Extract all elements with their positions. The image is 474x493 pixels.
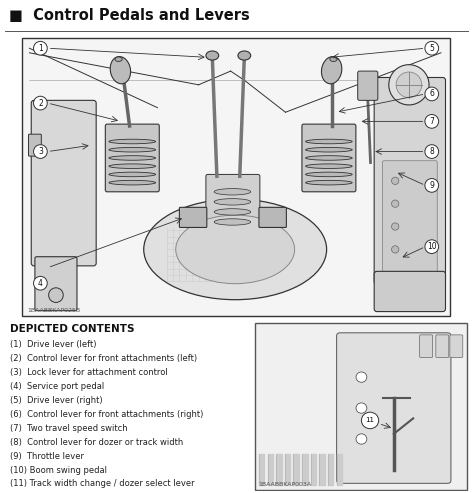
Text: 6: 6	[429, 89, 434, 99]
Circle shape	[392, 246, 399, 253]
Text: 3: 3	[38, 147, 43, 156]
FancyBboxPatch shape	[31, 101, 96, 266]
Circle shape	[34, 145, 47, 158]
Ellipse shape	[109, 164, 155, 169]
Text: DEPICTED CONTENTS: DEPICTED CONTENTS	[9, 324, 134, 334]
FancyBboxPatch shape	[206, 175, 260, 228]
FancyBboxPatch shape	[255, 322, 467, 490]
Ellipse shape	[214, 209, 251, 215]
FancyBboxPatch shape	[358, 71, 378, 101]
Text: (1)  Drive lever (left): (1) Drive lever (left)	[9, 340, 96, 349]
Circle shape	[34, 277, 47, 290]
Ellipse shape	[306, 164, 352, 169]
Ellipse shape	[306, 180, 352, 185]
Circle shape	[34, 41, 47, 55]
Ellipse shape	[109, 156, 155, 160]
Circle shape	[425, 114, 438, 128]
Circle shape	[425, 87, 438, 101]
Text: (10) Boom swing pedal: (10) Boom swing pedal	[9, 465, 107, 475]
Circle shape	[392, 200, 399, 208]
Ellipse shape	[109, 180, 155, 185]
Text: 2: 2	[38, 99, 43, 107]
Text: 10: 10	[427, 242, 437, 251]
Text: (6)  Control lever for front attachments (right): (6) Control lever for front attachments …	[9, 410, 203, 419]
FancyBboxPatch shape	[374, 271, 446, 312]
Text: (9)  Throttle lever: (9) Throttle lever	[9, 452, 84, 460]
Circle shape	[356, 403, 367, 413]
Text: (4)  Service port pedal: (4) Service port pedal	[9, 382, 104, 391]
Ellipse shape	[110, 57, 131, 84]
Text: 4: 4	[38, 279, 43, 288]
Ellipse shape	[238, 51, 251, 60]
Ellipse shape	[115, 57, 122, 62]
Ellipse shape	[109, 147, 155, 152]
FancyBboxPatch shape	[374, 77, 446, 284]
FancyBboxPatch shape	[302, 124, 356, 192]
Text: 5: 5	[429, 44, 434, 53]
FancyBboxPatch shape	[450, 335, 463, 357]
Text: (8)  Control lever for dozer or track width: (8) Control lever for dozer or track wid…	[9, 438, 183, 447]
FancyBboxPatch shape	[419, 335, 433, 357]
Ellipse shape	[144, 199, 327, 300]
FancyBboxPatch shape	[259, 208, 286, 227]
Ellipse shape	[306, 156, 352, 160]
Circle shape	[425, 178, 438, 192]
Ellipse shape	[109, 172, 155, 176]
Circle shape	[396, 72, 422, 98]
FancyBboxPatch shape	[105, 124, 159, 192]
Circle shape	[425, 41, 438, 55]
Circle shape	[425, 145, 438, 158]
Ellipse shape	[306, 172, 352, 176]
Text: 8: 8	[429, 147, 434, 156]
Ellipse shape	[214, 219, 251, 225]
Circle shape	[392, 177, 399, 184]
Ellipse shape	[330, 57, 337, 62]
Circle shape	[34, 96, 47, 110]
FancyBboxPatch shape	[35, 257, 77, 311]
Text: (3)  Lock lever for attachment control: (3) Lock lever for attachment control	[9, 368, 167, 377]
Ellipse shape	[306, 139, 352, 144]
Text: ■  Control Pedals and Levers: ■ Control Pedals and Levers	[9, 8, 250, 23]
FancyBboxPatch shape	[337, 333, 451, 483]
FancyBboxPatch shape	[28, 134, 41, 156]
Text: 11: 11	[365, 418, 374, 423]
FancyBboxPatch shape	[179, 208, 207, 227]
Circle shape	[356, 434, 367, 444]
Circle shape	[425, 240, 438, 253]
Text: (2)  Control lever for front attachments (left): (2) Control lever for front attachments …	[9, 354, 197, 363]
Ellipse shape	[321, 57, 342, 84]
Circle shape	[49, 288, 63, 302]
FancyBboxPatch shape	[436, 335, 449, 357]
Text: 7: 7	[429, 117, 434, 126]
Text: (5)  Drive lever (right): (5) Drive lever (right)	[9, 396, 102, 405]
Ellipse shape	[306, 147, 352, 152]
Circle shape	[392, 223, 399, 230]
FancyBboxPatch shape	[383, 161, 437, 274]
Text: 9: 9	[429, 181, 434, 190]
Ellipse shape	[176, 215, 295, 283]
Ellipse shape	[206, 51, 219, 60]
Circle shape	[356, 372, 367, 382]
Text: 1BAABBKAP003A: 1BAABBKAP003A	[258, 483, 311, 488]
Text: 1BAABBKAP025B: 1BAABBKAP025B	[27, 309, 81, 314]
Ellipse shape	[214, 199, 251, 205]
Text: (11) Track width change / dozer select lever: (11) Track width change / dozer select l…	[9, 480, 194, 489]
Ellipse shape	[214, 189, 251, 195]
Circle shape	[361, 412, 379, 429]
Text: (7)  Two travel speed switch: (7) Two travel speed switch	[9, 423, 128, 433]
FancyBboxPatch shape	[22, 38, 450, 316]
Circle shape	[389, 65, 429, 105]
Text: 1: 1	[38, 44, 43, 53]
Ellipse shape	[109, 139, 155, 144]
